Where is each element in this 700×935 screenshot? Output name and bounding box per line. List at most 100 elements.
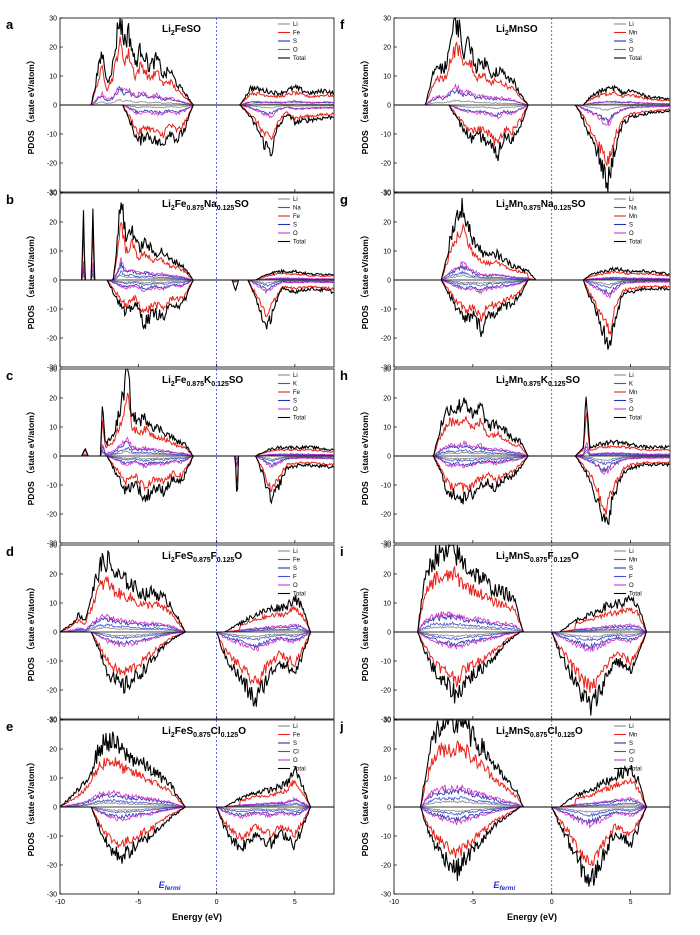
- y-tick-label: 10: [383, 249, 391, 256]
- y-tick-label: -20: [47, 336, 57, 343]
- legend-label-total: Total: [629, 56, 642, 62]
- y-tick-label: 0: [53, 278, 57, 285]
- legend: Li Fe SO Total: [278, 22, 306, 62]
- y-tick-label: 20: [49, 572, 57, 579]
- y-tick-label: 0: [53, 103, 57, 110]
- y-tick-label: -10: [381, 483, 391, 490]
- legend-label-mn: Mn: [629, 390, 637, 396]
- panel-letter: d: [6, 544, 14, 559]
- legend-label-cl: Cl: [293, 750, 299, 756]
- pdos-curve-li-up: [394, 800, 670, 808]
- pdos-curve-o-up: [394, 260, 670, 281]
- y-tick-label: 20: [383, 747, 391, 754]
- legend-label-o: O: [293, 758, 298, 764]
- legend-label-mn: Mn: [629, 214, 637, 220]
- y-tick-label: 30: [49, 543, 57, 550]
- y-tick-label: 20: [49, 396, 57, 403]
- x-tick-label: -5: [135, 899, 141, 906]
- y-tick-label: 20: [49, 220, 57, 227]
- legend: Li Mn SO Total: [614, 22, 642, 62]
- legend-label-total: Total: [629, 592, 642, 598]
- legend: Li Na Mn SO Total: [614, 197, 642, 246]
- legend: Li K Mn SO Total: [614, 373, 642, 422]
- y-tick-label: -10: [47, 307, 57, 314]
- panel-title: Li2MnS0.875F0.125O: [496, 551, 579, 564]
- pdos-panel-d: -30 -20 -10 0 10 20 30 PDOS （state eV/atom） d Li2…: [6, 543, 335, 724]
- legend-label-fe: Fe: [293, 214, 301, 220]
- y-tick-label: 10: [383, 74, 391, 81]
- y-tick-label: -10: [381, 659, 391, 666]
- y-axis-label: PDOS （state eV/atom）: [26, 56, 36, 155]
- legend-label-li: Li: [293, 197, 298, 203]
- pdos-panel-e: -30 -20 -10 0 10 20 30 -10 -5 0 5 Energy (eV) Efermi…: [6, 718, 335, 922]
- legend-label-o: O: [629, 583, 634, 589]
- y-tick-label: 30: [383, 543, 391, 550]
- legend-label-k: K: [293, 382, 297, 388]
- y-tick-label: 30: [49, 191, 57, 198]
- legend-label-s: S: [293, 39, 297, 45]
- legend-label-total: Total: [293, 767, 306, 773]
- legend: Li Na Fe SO Total: [278, 197, 306, 246]
- y-tick-label: -30: [381, 365, 391, 372]
- legend-label-o: O: [629, 407, 634, 413]
- y-tick-label: 30: [383, 16, 391, 23]
- y-tick-label: -20: [381, 512, 391, 519]
- y-tick-label: 10: [49, 74, 57, 81]
- y-tick-label: -20: [381, 336, 391, 343]
- pdos-curve-fe-down: [60, 104, 334, 141]
- legend-label-o: O: [629, 231, 634, 237]
- legend-label-s: S: [629, 39, 633, 45]
- pdos-panel-f: -30 -20 -10 0 10 20 30 PDOS （state eV/atom） f Li2…: [340, 16, 671, 197]
- panel-letter: a: [6, 17, 14, 32]
- pdos-panel-i: -30 -20 -10 0 10 20 30 PDOS （state eV/atom） i Li2…: [340, 543, 671, 724]
- panel-title: Li2Fe0.875K0.125SO: [162, 375, 243, 388]
- pdos-curve-total-down: [394, 104, 670, 192]
- y-tick-label: 0: [53, 630, 57, 637]
- pdos-panel-g: -30 -20 -10 0 10 20 30 PDOS （state eV/atom） g Li2…: [340, 191, 671, 372]
- pdos-curve-li-down: [60, 806, 334, 812]
- legend-label-o: O: [293, 48, 298, 54]
- legend-label-s: S: [629, 223, 633, 229]
- y-tick-label: -10: [381, 307, 391, 314]
- legend-label-f: F: [293, 575, 297, 581]
- y-tick-label: -20: [47, 688, 57, 695]
- pdos-curve-total-down: [60, 104, 334, 157]
- legend-label-total: Total: [629, 767, 642, 773]
- pdos-curve-total-down: [394, 806, 670, 887]
- y-tick-label: -30: [47, 717, 57, 724]
- y-tick-label: 20: [383, 396, 391, 403]
- y-tick-label: 0: [387, 278, 391, 285]
- pdos-curve-total-down: [394, 631, 670, 716]
- legend-label-o: O: [293, 583, 298, 589]
- legend-label-s: S: [629, 399, 633, 405]
- y-tick-label: 30: [49, 367, 57, 374]
- legend-label-s: S: [293, 741, 297, 747]
- y-tick-label: 0: [53, 454, 57, 461]
- y-tick-label: -20: [47, 863, 57, 870]
- legend-label-mn: Mn: [629, 31, 637, 37]
- y-tick-label: 30: [383, 718, 391, 725]
- legend-label-na: Na: [293, 206, 301, 212]
- legend-label-total: Total: [629, 240, 642, 246]
- y-axis-label: PDOS （state eV/atom）: [360, 583, 370, 682]
- y-axis-label: PDOS （state eV/atom）: [26, 407, 36, 506]
- legend: Li K Fe SO Total: [278, 373, 306, 422]
- y-tick-label: 0: [387, 630, 391, 637]
- legend-label-o: O: [293, 231, 298, 237]
- panel-title: Li2Mn0.875K0.125SO: [496, 375, 580, 388]
- x-axis-label: Energy (eV): [172, 912, 222, 922]
- legend-label-li: Li: [629, 197, 634, 203]
- legend-label-fe: Fe: [293, 31, 301, 37]
- legend-label-cl: Cl: [629, 750, 635, 756]
- pdos-panel-j: -30 -20 -10 0 10 20 30 -10 -5 0 5 Energy (eV) Efermi…: [339, 718, 671, 922]
- legend-label-li: Li: [293, 549, 298, 555]
- y-tick-label: 20: [383, 220, 391, 227]
- y-tick-label: -30: [381, 190, 391, 197]
- legend-label-na: Na: [629, 206, 637, 212]
- pdos-curve-s-down: [394, 279, 670, 296]
- legend-label-s: S: [629, 741, 633, 747]
- legend-label-total: Total: [293, 592, 306, 598]
- y-tick-label: 20: [383, 572, 391, 579]
- legend-label-li: Li: [629, 373, 634, 379]
- y-axis-label: PDOS （state eV/atom）: [26, 758, 36, 857]
